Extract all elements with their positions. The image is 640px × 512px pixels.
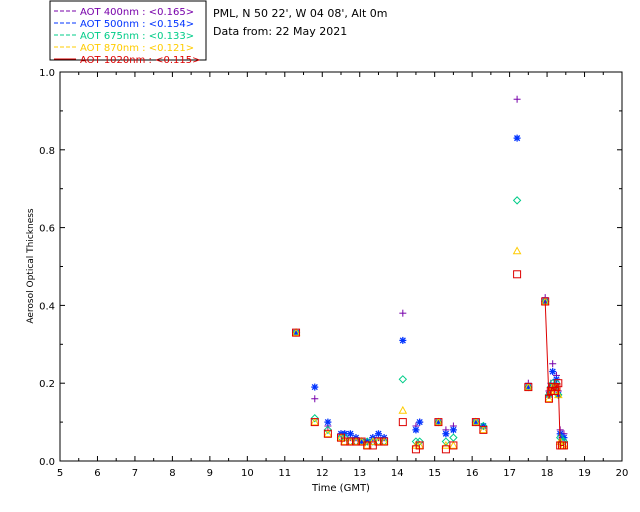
data-point bbox=[310, 417, 320, 426]
x-tick-label: 18 bbox=[541, 468, 554, 479]
x-tick-label: 12 bbox=[316, 468, 329, 479]
data-point bbox=[346, 437, 355, 446]
y-tick-label: 0.8 bbox=[39, 146, 55, 157]
data-point bbox=[513, 95, 521, 103]
data-point bbox=[513, 134, 521, 142]
data-point bbox=[549, 368, 557, 376]
data-point bbox=[412, 426, 420, 434]
legend-items: AOT 400nm : <0.165>AOT 500nm : <0.154>AO… bbox=[54, 7, 200, 66]
data-series bbox=[291, 95, 569, 454]
x-tick-label: 15 bbox=[428, 468, 441, 479]
data-point bbox=[512, 196, 522, 205]
x-tick-label: 16 bbox=[466, 468, 479, 479]
data-point bbox=[416, 418, 424, 426]
data-point bbox=[513, 270, 522, 279]
legend-label: AOT 400nm : <0.165> bbox=[80, 7, 194, 18]
series-aot_675 bbox=[291, 196, 569, 446]
data-point bbox=[310, 414, 319, 423]
x-tick-label: 11 bbox=[278, 468, 291, 479]
data-point bbox=[554, 379, 563, 388]
y-tick-label: 0.6 bbox=[39, 224, 55, 235]
data-point bbox=[549, 360, 557, 368]
legend-label: AOT 1020nm : <0.115> bbox=[80, 55, 200, 66]
x-tick-label: 7 bbox=[132, 468, 138, 479]
data-point bbox=[415, 437, 424, 446]
station-info: PML, N 50 22', W 04 08', Alt 0m bbox=[213, 7, 387, 20]
data-point bbox=[524, 383, 533, 392]
data-point bbox=[544, 394, 554, 403]
data-point bbox=[374, 430, 382, 438]
data-point bbox=[292, 328, 301, 337]
x-tick-label: 9 bbox=[207, 468, 213, 479]
x-tick-label: 19 bbox=[578, 468, 591, 479]
x-tick-label: 5 bbox=[57, 468, 63, 479]
data-point bbox=[351, 437, 360, 446]
data-point bbox=[434, 417, 443, 426]
data-point bbox=[479, 425, 488, 434]
y-axis-label: Aerosol Optical Thickness bbox=[26, 208, 36, 324]
x-tick-label: 17 bbox=[503, 468, 516, 479]
y-tick-label: 1.0 bbox=[39, 68, 55, 79]
data-point bbox=[441, 437, 451, 446]
x-tick-label: 10 bbox=[241, 468, 254, 479]
data-point bbox=[323, 429, 332, 438]
data-point bbox=[398, 375, 408, 384]
data-point bbox=[471, 417, 481, 426]
data-point bbox=[340, 437, 349, 446]
plot-frame bbox=[59, 71, 623, 462]
data-point bbox=[512, 246, 522, 255]
y-axis: 0.0 0.2 0.4 0.6 0.8 1.0 bbox=[39, 68, 622, 468]
data-point bbox=[479, 421, 488, 431]
x-tick-label: 8 bbox=[169, 468, 175, 479]
data-point bbox=[415, 441, 424, 450]
legend: AOT 400nm : <0.165>AOT 500nm : <0.154>AO… bbox=[49, 0, 207, 66]
data-point bbox=[449, 426, 457, 434]
data-point bbox=[291, 328, 301, 336]
x-axis: 5 6 7 8 9 10 11 12 13 14 15 16 17 18 19 20 bbox=[57, 72, 629, 479]
y-tick-label: 0.0 bbox=[39, 457, 55, 468]
y-tick-label: 0.2 bbox=[39, 379, 55, 390]
y-tick-label: 0.4 bbox=[39, 301, 55, 312]
data-point bbox=[471, 418, 480, 427]
x-tick-label: 6 bbox=[94, 468, 100, 479]
data-point bbox=[479, 425, 488, 434]
data-point bbox=[399, 309, 407, 317]
series-aot_870 bbox=[291, 246, 569, 449]
data-point bbox=[398, 418, 407, 427]
data-point bbox=[449, 433, 458, 442]
x-tick-label: 20 bbox=[616, 468, 629, 479]
data-point bbox=[311, 383, 319, 391]
data-point bbox=[374, 437, 383, 446]
data-point bbox=[346, 430, 354, 438]
data-point bbox=[398, 405, 408, 414]
data-point bbox=[324, 418, 332, 426]
x-tick-label: 13 bbox=[353, 468, 366, 479]
legend-label: AOT 500nm : <0.154> bbox=[80, 19, 194, 30]
series-aot_500 bbox=[292, 134, 568, 446]
data-point bbox=[449, 440, 458, 449]
series-aot_400 bbox=[292, 95, 568, 446]
date-info: Data from: 22 May 2021 bbox=[213, 25, 347, 38]
data-point bbox=[399, 336, 407, 344]
series-aot_1020 bbox=[292, 270, 568, 454]
data-point bbox=[311, 395, 319, 403]
data-point bbox=[559, 441, 568, 450]
data-point bbox=[310, 418, 319, 427]
data-point bbox=[523, 382, 533, 391]
data-point bbox=[323, 425, 333, 435]
data-point bbox=[380, 437, 389, 446]
data-point bbox=[442, 430, 450, 438]
data-point bbox=[449, 441, 458, 450]
legend-label: AOT 675nm : <0.133> bbox=[80, 31, 194, 42]
data-point bbox=[544, 394, 553, 403]
data-point bbox=[363, 441, 372, 450]
data-point bbox=[323, 429, 333, 438]
data-point bbox=[441, 440, 451, 449]
legend-label: AOT 870nm : <0.121> bbox=[80, 43, 194, 54]
x-axis-label: Time (GMT) bbox=[311, 483, 370, 494]
x-tick-label: 14 bbox=[391, 468, 404, 479]
data-point bbox=[541, 297, 550, 306]
data-point bbox=[434, 418, 443, 427]
